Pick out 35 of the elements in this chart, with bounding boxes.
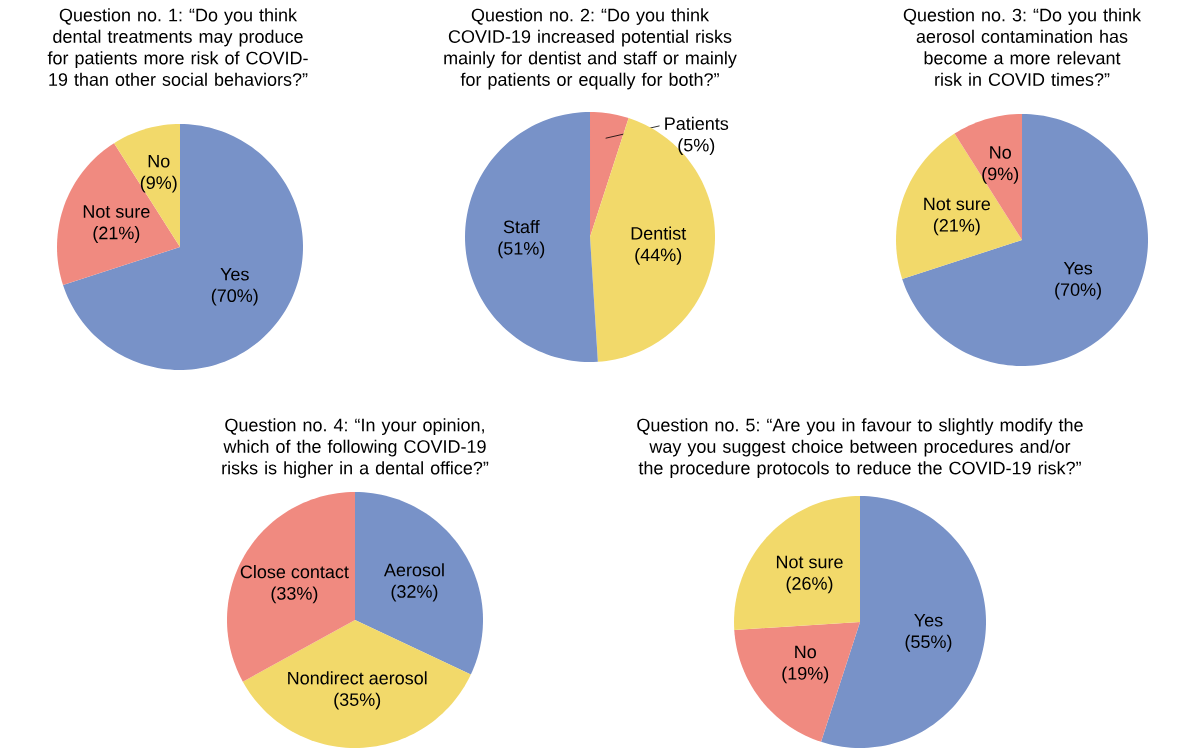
data-label: (9%) [140,175,177,193]
data-label: (21%) [93,226,140,243]
data-label: (26%) [786,576,833,594]
slice-label: Yes [1063,261,1093,275]
data-label: (51%) [498,241,545,259]
slice-label: Yes [220,267,249,281]
data-label: (33%) [271,586,318,604]
data-label: (70%) [1055,282,1101,300]
slice-label: Aerosol [383,563,444,577]
data-label: (9%) [982,167,1019,184]
slice-label: Close contact [240,565,349,579]
slice-label: Dentist [631,226,687,240]
data-label: (55%) [905,634,952,652]
slice-label: Patients [665,116,729,130]
chart-title: Question no. 3: “Do you think aerosol contamination has become a more relevant risk in COVID times?” [903,8,1142,86]
slice-label: Staff [503,220,540,234]
slice-label: No [990,146,1011,159]
slice-label: Not sure [776,555,843,569]
data-label: (44%) [635,247,682,265]
slice-label: Not sure [924,197,990,211]
data-label: (35%) [334,692,381,710]
data-label: (5%) [678,138,715,156]
chart-title: Question no. 2: “Do you think COVID-19 increased potential risks mainly for dentist and staff or mainly for patients or equally for both?” [444,8,737,90]
data-label: (19%) [782,666,829,684]
slice-label: No [148,154,170,168]
data-label: (32%) [391,584,438,602]
chart-title: Question no. 5: “Are you in favour to slightly modify the way you suggest choice between procedures and/or the procedure protocols to reduce the COVID-19 risk?” [637,418,1083,478]
chart-title: Question no. 1: “Do you think dental treatments may produce for patients more risk of COVID-19 than other social behaviors?” [47,8,308,86]
slice-label: Not sure [83,205,150,218]
data-label: (21%) [933,218,980,236]
slice-label: Nondirect aerosol [288,671,427,685]
slice-label: No [795,645,816,659]
chart-title: Question no. 4: “In your opinion, which of the following COVID-19 risks is higher in a dental office?” [222,418,489,478]
data-label: (70%) [211,288,258,306]
slice-label: Yes [914,614,943,627]
